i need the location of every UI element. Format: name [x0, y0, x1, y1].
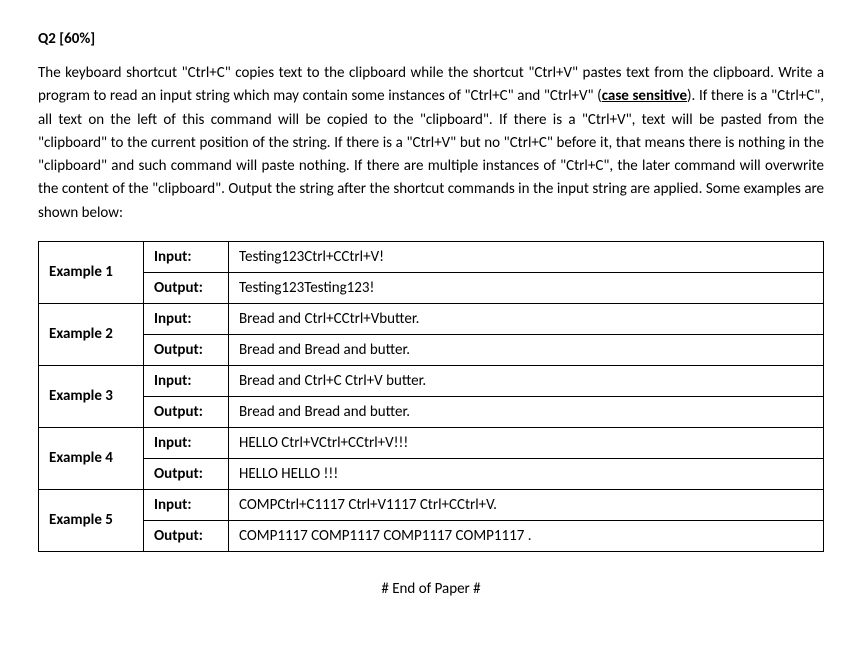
output-label-cell: Output:	[144, 272, 229, 303]
input-value-cell: COMPCtrl+C1117 Ctrl+V1117 Ctrl+CCtrl+V.	[229, 489, 824, 520]
input-label-cell: Input:	[144, 427, 229, 458]
output-label-cell: Output:	[144, 458, 229, 489]
input-label-cell: Input:	[144, 489, 229, 520]
table-row: Example 3Input:Bread and Ctrl+C Ctrl+V b…	[39, 365, 824, 396]
input-value-cell: Testing123Ctrl+CCtrl+V!	[229, 241, 824, 272]
example-name-cell: Example 1	[39, 241, 144, 303]
question-paragraph: The keyboard shortcut "Ctrl+C" copies te…	[38, 62, 824, 225]
output-label-cell: Output:	[144, 334, 229, 365]
input-label-cell: Input:	[144, 303, 229, 334]
output-label-cell: Output:	[144, 396, 229, 427]
example-name-cell: Example 3	[39, 365, 144, 427]
table-row: Example 2Input:Bread and Ctrl+CCtrl+Vbut…	[39, 303, 824, 334]
end-of-paper-marker: # End of Paper #	[38, 580, 824, 598]
output-value-cell: HELLO HELLO !!!	[229, 458, 824, 489]
table-row: Output:COMP1117 COMP1117 COMP1117 COMP11…	[39, 520, 824, 551]
output-label-cell: Output:	[144, 520, 229, 551]
table-row: Example 1Input:Testing123Ctrl+CCtrl+V!	[39, 241, 824, 272]
example-name-cell: Example 2	[39, 303, 144, 365]
question-header: Q2 [60%]	[38, 30, 824, 48]
table-row: Example 5Input:COMPCtrl+C1117 Ctrl+V1117…	[39, 489, 824, 520]
table-row: Output:Bread and Bread and butter.	[39, 396, 824, 427]
output-value-cell: Testing123Testing123!	[229, 272, 824, 303]
input-value-cell: Bread and Ctrl+CCtrl+Vbutter.	[229, 303, 824, 334]
output-value-cell: COMP1117 COMP1117 COMP1117 COMP1117 .	[229, 520, 824, 551]
example-name-cell: Example 4	[39, 427, 144, 489]
input-value-cell: HELLO Ctrl+VCtrl+CCtrl+V!!!	[229, 427, 824, 458]
input-label-cell: Input:	[144, 241, 229, 272]
table-row: Output:Bread and Bread and butter.	[39, 334, 824, 365]
input-value-cell: Bread and Ctrl+C Ctrl+V butter.	[229, 365, 824, 396]
examples-table: Example 1Input:Testing123Ctrl+CCtrl+V!Ou…	[38, 241, 824, 552]
output-value-cell: Bread and Bread and butter.	[229, 334, 824, 365]
table-row: Output:HELLO HELLO !!!	[39, 458, 824, 489]
example-name-cell: Example 5	[39, 489, 144, 551]
table-row: Output:Testing123Testing123!	[39, 272, 824, 303]
input-label-cell: Input:	[144, 365, 229, 396]
case-sensitive-note: case sensitive	[602, 87, 687, 105]
table-row: Example 4Input:HELLO Ctrl+VCtrl+CCtrl+V!…	[39, 427, 824, 458]
output-value-cell: Bread and Bread and butter.	[229, 396, 824, 427]
paragraph-part-3: ). If there is a "Ctrl+C", all text on t…	[38, 87, 824, 221]
